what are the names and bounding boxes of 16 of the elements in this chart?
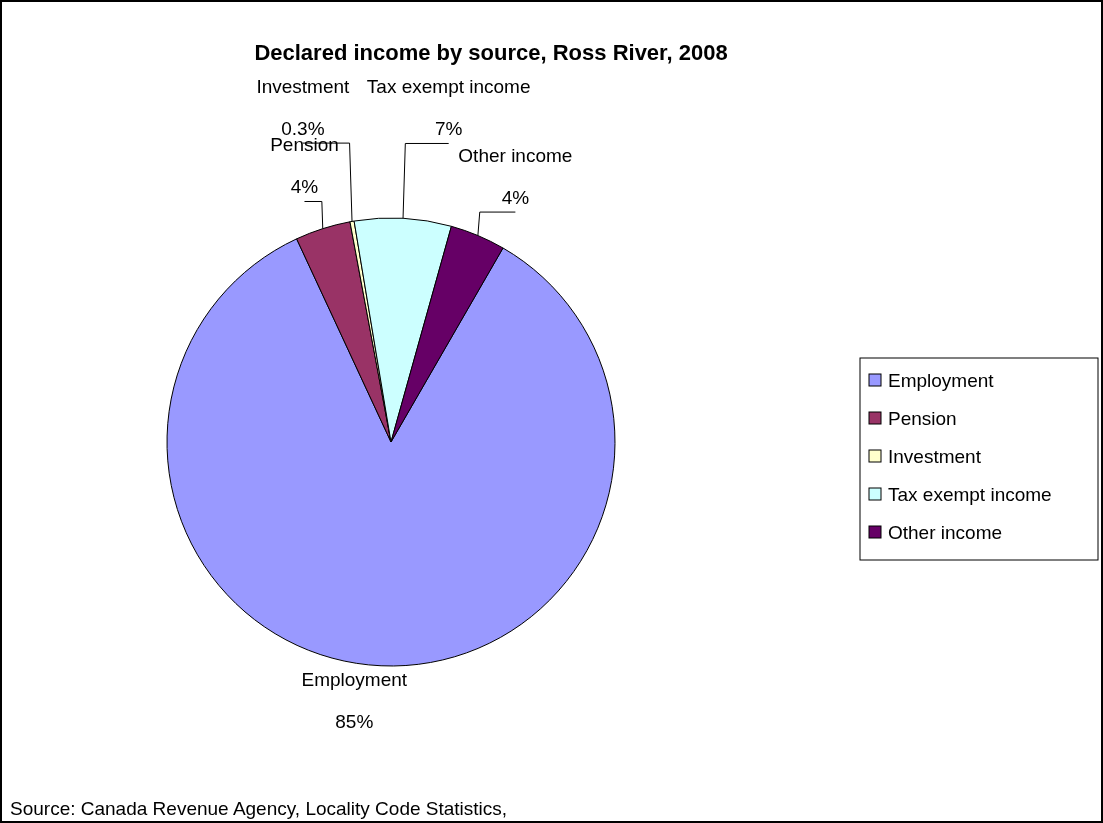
category-label: Tax exempt income [366, 76, 531, 98]
legend-label: Tax exempt income [888, 484, 1052, 505]
source-note: Source: Canada Revenue Agency, Locality Code Statistics, [10, 798, 508, 819]
data-label: 4% [290, 176, 319, 198]
data-label: 7% [434, 118, 463, 140]
chart-title: Declared income by source, Ross River, 2008 [254, 40, 728, 65]
slice-label: Pension [270, 134, 339, 156]
slice-label: Employment [301, 668, 408, 690]
legend-label: Pension [888, 408, 957, 429]
data-label: 4% [501, 187, 530, 209]
legend-label: Employment [888, 370, 995, 391]
legend-label: Other income [888, 522, 1003, 543]
category-label: Other income [458, 145, 573, 167]
category-label: Investment [256, 76, 350, 98]
legend-label: Investment [888, 446, 982, 467]
data-label: 85% [335, 710, 374, 732]
